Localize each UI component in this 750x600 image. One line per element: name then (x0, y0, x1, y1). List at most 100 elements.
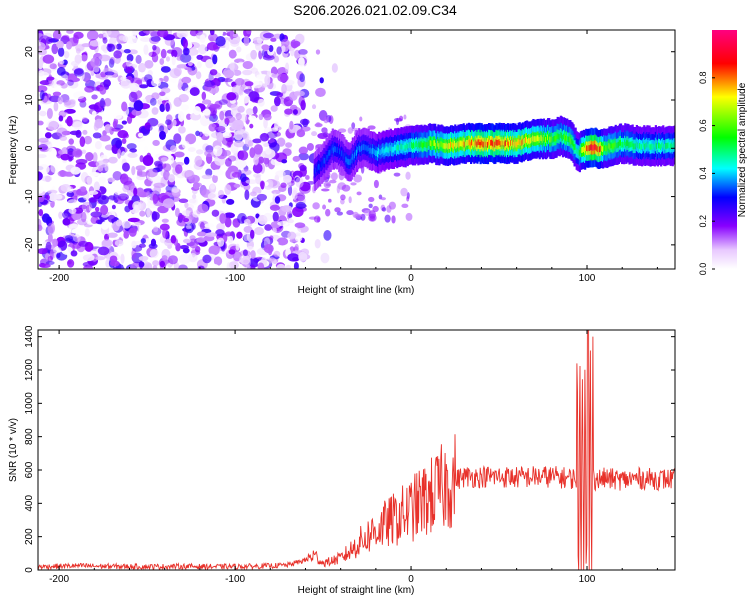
heatmap-noise-cell (81, 54, 88, 62)
heatmap-noise-cell (160, 66, 171, 73)
heatmap-noise-cell (153, 226, 159, 233)
heatmap-noise-cell (215, 35, 226, 47)
heatmap-noise-cell (135, 165, 146, 171)
heatmap-noise-cell (196, 208, 202, 215)
heatmap-noise-cell (159, 130, 166, 140)
heatmap-noise-cell (171, 47, 183, 57)
y-tick-label: 200 (24, 528, 35, 545)
heatmap-noise-cell (80, 211, 87, 223)
heatmap-noise-cell (46, 76, 55, 81)
heatmap-noise-cell (182, 38, 188, 49)
heatmap-noise-cell (313, 215, 321, 223)
heatmap-noise-cell (293, 261, 299, 269)
heatmap-noise-cell (159, 103, 166, 113)
heatmap-noise-cell (224, 184, 232, 196)
heatmap-noise-cell (56, 40, 64, 49)
heatmap-noise-cell (246, 30, 252, 35)
heatmap-noise-cell (294, 235, 303, 242)
heatmap-noise-cell (168, 174, 176, 183)
heatmap-noise-cell (299, 73, 305, 83)
heatmap-noise-cell (273, 96, 281, 107)
heatmap-noise-cell (199, 34, 206, 44)
heatmap-noise-cell (38, 120, 44, 126)
heatmap-noise-cell (198, 44, 208, 55)
heatmap-noise-cell (311, 131, 318, 137)
heatmap-noise-cell (75, 44, 85, 52)
heatmap-noise-cell (368, 196, 375, 203)
heatmap-noise-cell (93, 181, 101, 192)
heatmap-noise-cell (295, 177, 304, 188)
heatmap-noise-cell (120, 79, 132, 89)
heatmap-noise-cell (232, 33, 239, 38)
heatmap-noise-cell (320, 188, 330, 192)
heatmap-noise-cell (45, 175, 51, 183)
heatmap-noise-cell (281, 83, 287, 95)
heatmap-noise-cell (293, 90, 305, 97)
heatmap-noise-cell (381, 207, 387, 212)
heatmap-noise-cell (83, 135, 92, 145)
heatmap-noise-cell (261, 44, 270, 51)
colorbar-tick-label: 0.0 (698, 263, 708, 276)
y-tick-label: -20 (24, 237, 35, 252)
heatmap-noise-cell (281, 205, 293, 213)
heatmap-noise-cell (139, 260, 144, 269)
heatmap-noise-cell (298, 152, 309, 161)
heatmap-noise-cell (252, 162, 263, 174)
colorbar (712, 30, 737, 269)
heatmap-noise-cell (243, 226, 253, 233)
y-tick-label: 1000 (24, 392, 35, 415)
heatmap-noise-cell (48, 192, 58, 202)
heatmap-noise-cell (289, 137, 295, 143)
heatmap-noise-cell (245, 179, 258, 185)
heatmap-noise-cell (272, 226, 277, 235)
heatmap-noise-cell (262, 54, 275, 61)
heatmap-noise-cell (280, 38, 290, 48)
heatmap-noise-cell (91, 94, 98, 100)
heatmap-noise-cell (257, 98, 265, 107)
heatmap-noise-cell (396, 118, 400, 126)
heatmap-noise-cell (268, 257, 275, 262)
heatmap-noise-cell (170, 235, 177, 244)
heatmap-noise-cell (233, 130, 244, 141)
heatmap-noise-cell (67, 199, 78, 205)
figure-title: S206.2026.021.02.09.C34 (293, 2, 457, 18)
heatmap-noise-cell (72, 234, 81, 243)
heatmap-noise-cell (285, 142, 293, 148)
heatmap-noise-cell (250, 264, 256, 269)
heatmap-noise-cell (111, 204, 116, 210)
heatmap-noise-cell (52, 91, 62, 97)
heatmap-noise-cell (322, 204, 327, 210)
heatmap-noise-cell (400, 187, 408, 197)
heatmap-noise-cell (159, 260, 165, 268)
heatmap-noise-cell (178, 198, 189, 204)
heatmap-noise-cell (228, 249, 236, 255)
heatmap-noise-cell (67, 259, 75, 268)
heatmap-noise-cell (269, 204, 281, 211)
x-tick-label: 100 (579, 273, 596, 284)
heatmap-noise-cell (224, 158, 232, 167)
heatmap-noise-cell (192, 182, 200, 190)
heatmap-noise-cell (359, 116, 363, 122)
heatmap-noise-cell (71, 228, 82, 234)
heatmap-noise-cell (273, 55, 280, 63)
heatmap-noise-cell (306, 143, 314, 151)
heatmap-noise-cell (185, 225, 192, 230)
heatmap-noise-cell (198, 131, 203, 138)
y-tick-label: 400 (24, 495, 35, 512)
heatmap-noise-cell (86, 176, 93, 185)
heatmap-noise-cell (39, 90, 45, 101)
heatmap-noise-cell (38, 70, 45, 77)
heatmap-noise-cell (229, 52, 237, 58)
heatmap-noise-cell (269, 127, 279, 132)
heatmap-noise-cell (181, 76, 192, 84)
heatmap-noise-cell (102, 37, 108, 44)
heatmap-noise-cell (38, 208, 44, 217)
heatmap-noise-cell (63, 50, 70, 59)
heatmap-noise-cell (233, 140, 245, 148)
heatmap-noise-cell (81, 201, 93, 213)
heatmap-noise-cell (127, 217, 140, 223)
heatmap-noise-cell (213, 256, 223, 266)
heatmap-noise-cell (107, 214, 116, 223)
heatmap-noise-cell (225, 198, 235, 205)
